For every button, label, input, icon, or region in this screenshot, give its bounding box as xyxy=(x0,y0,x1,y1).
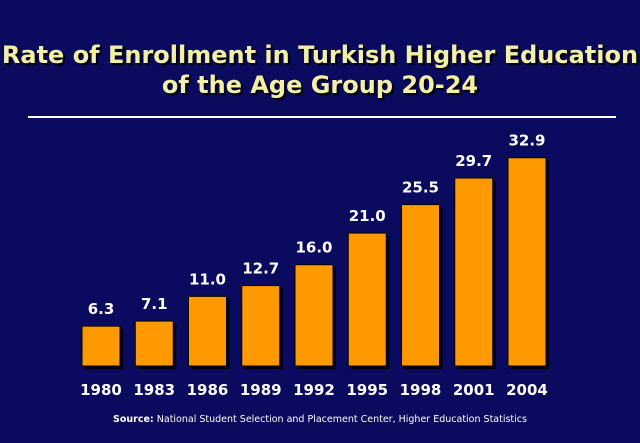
source-text: National Student Selection and Placement… xyxy=(156,414,527,425)
x-tick-label-2004: 2004 xyxy=(506,381,548,399)
chart-title-line-1: Rate of Enrollment in Turkish Higher Edu… xyxy=(1,41,639,69)
value-label-1986: 11.0 xyxy=(189,270,226,288)
value-label-2004: 32.9 xyxy=(508,132,545,150)
x-tick-label-1998: 1998 xyxy=(400,381,442,399)
value-label-1980: 6.3 xyxy=(88,300,115,318)
x-tick-label-1992: 1992 xyxy=(293,381,335,399)
source-note: Source: National Student Selection and P… xyxy=(0,414,640,425)
source-label: Source: xyxy=(113,414,154,425)
value-label-1983: 7.1 xyxy=(141,295,168,313)
x-tick-label-1989: 1989 xyxy=(240,381,282,399)
chart-title: Rate of Enrollment in Turkish Higher Edu… xyxy=(0,40,640,100)
bar-1989 xyxy=(241,285,281,367)
bar-1998 xyxy=(401,204,440,367)
value-label-1995: 21.0 xyxy=(349,207,386,225)
x-tick-label-1980: 1980 xyxy=(80,381,122,399)
bar-1995 xyxy=(347,232,387,367)
x-tick-label-1983: 1983 xyxy=(133,381,175,399)
value-label-1992: 16.0 xyxy=(295,239,332,257)
chart-title-line-2: of the Age Group 20-24 xyxy=(161,71,479,99)
value-label-1989: 12.7 xyxy=(242,260,279,278)
value-label-1998: 25.5 xyxy=(402,179,439,197)
value-label-2001: 29.7 xyxy=(455,152,492,170)
x-tick-label-1986: 1986 xyxy=(187,381,229,399)
x-tick-label-1995: 1995 xyxy=(346,381,388,399)
title-divider xyxy=(28,116,616,118)
x-tick-label-2001: 2001 xyxy=(453,381,495,399)
bar-1983 xyxy=(134,320,174,367)
bar-2004 xyxy=(507,157,547,367)
bar-1980 xyxy=(81,325,121,367)
bar-1986 xyxy=(188,295,227,367)
bar-1992 xyxy=(294,264,334,367)
bar-2001 xyxy=(454,177,494,367)
